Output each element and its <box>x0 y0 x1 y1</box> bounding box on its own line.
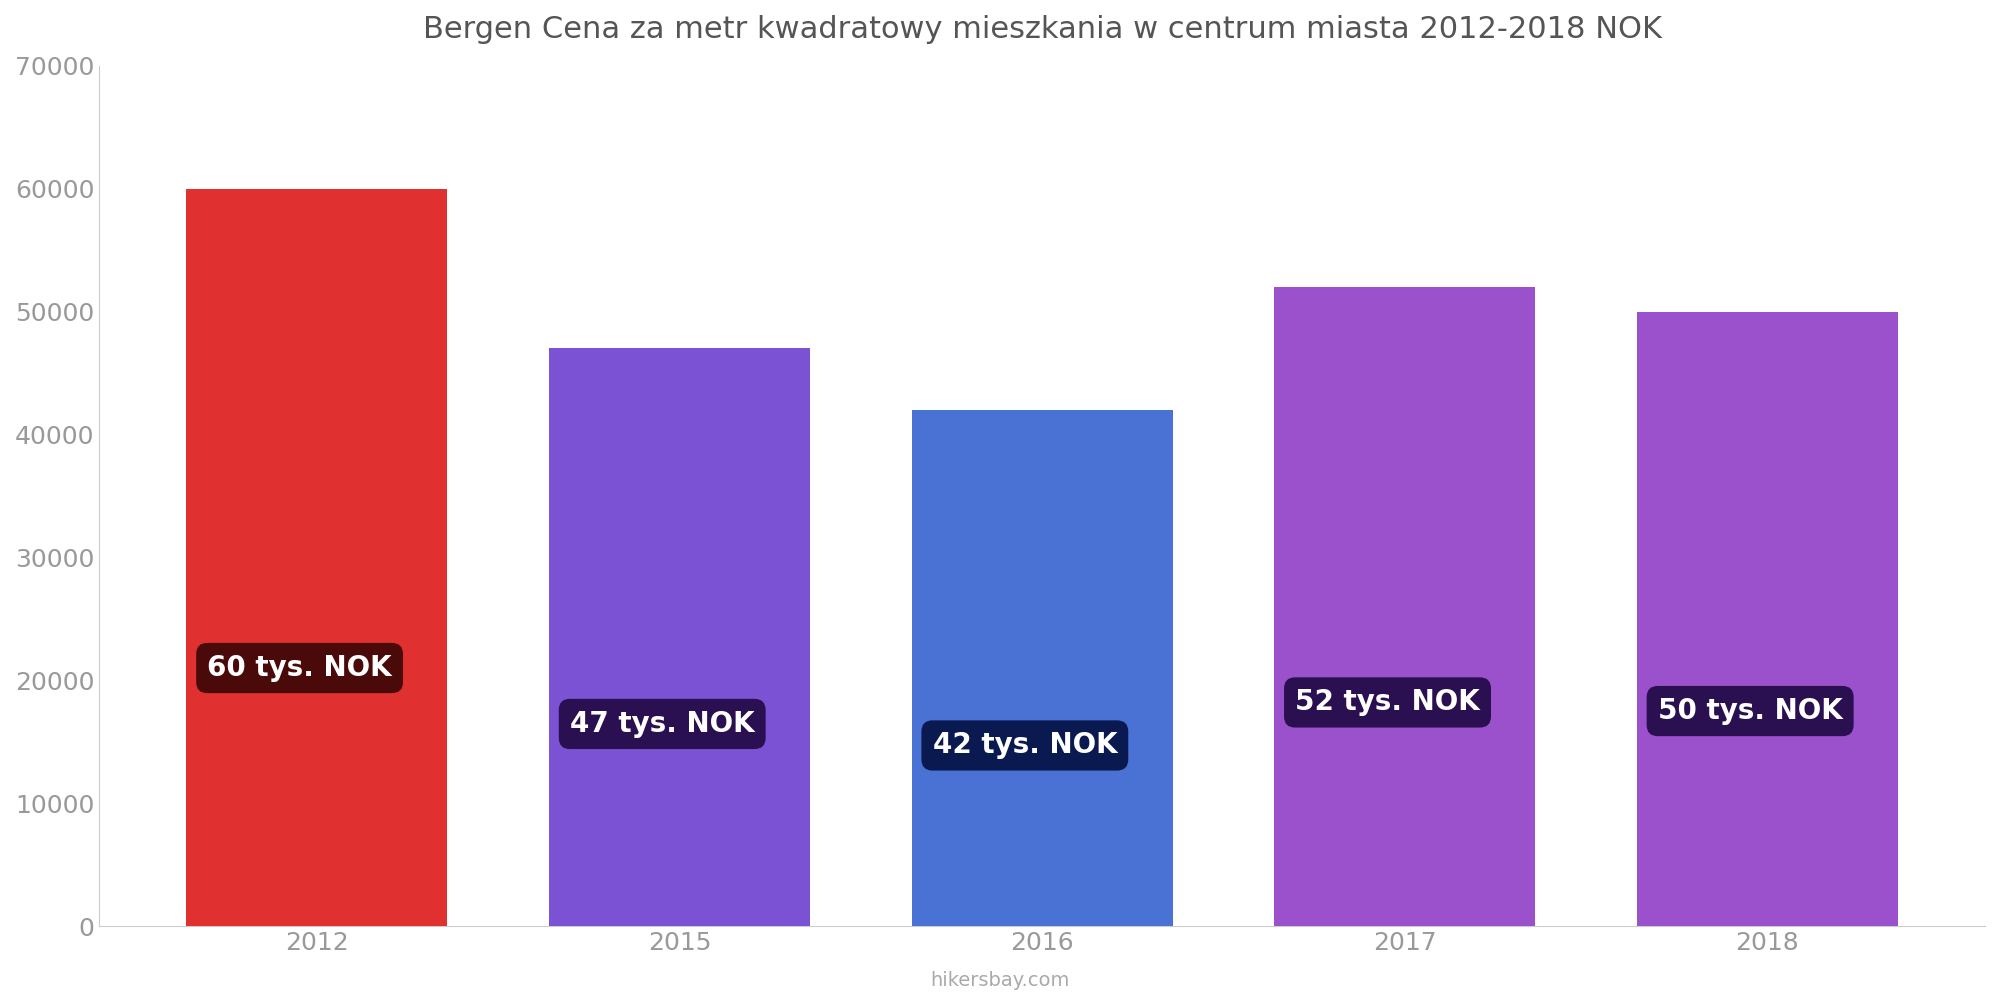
Text: hikersbay.com: hikersbay.com <box>930 971 1070 990</box>
Text: 47 tys. NOK: 47 tys. NOK <box>570 710 754 738</box>
Bar <box>912 410 1172 926</box>
Text: 52 tys. NOK: 52 tys. NOK <box>1296 688 1480 716</box>
Title: Bergen Cena za metr kwadratowy mieszkania w centrum miasta 2012-2018 NOK: Bergen Cena za metr kwadratowy mieszkani… <box>422 15 1662 44</box>
Bar <box>550 348 810 926</box>
Bar <box>186 189 448 926</box>
Text: 42 tys. NOK: 42 tys. NOK <box>932 731 1118 759</box>
Text: 50 tys. NOK: 50 tys. NOK <box>1658 697 1842 725</box>
Text: 60 tys. NOK: 60 tys. NOK <box>208 654 392 682</box>
Bar <box>1636 312 1898 926</box>
Bar <box>1274 287 1536 926</box>
